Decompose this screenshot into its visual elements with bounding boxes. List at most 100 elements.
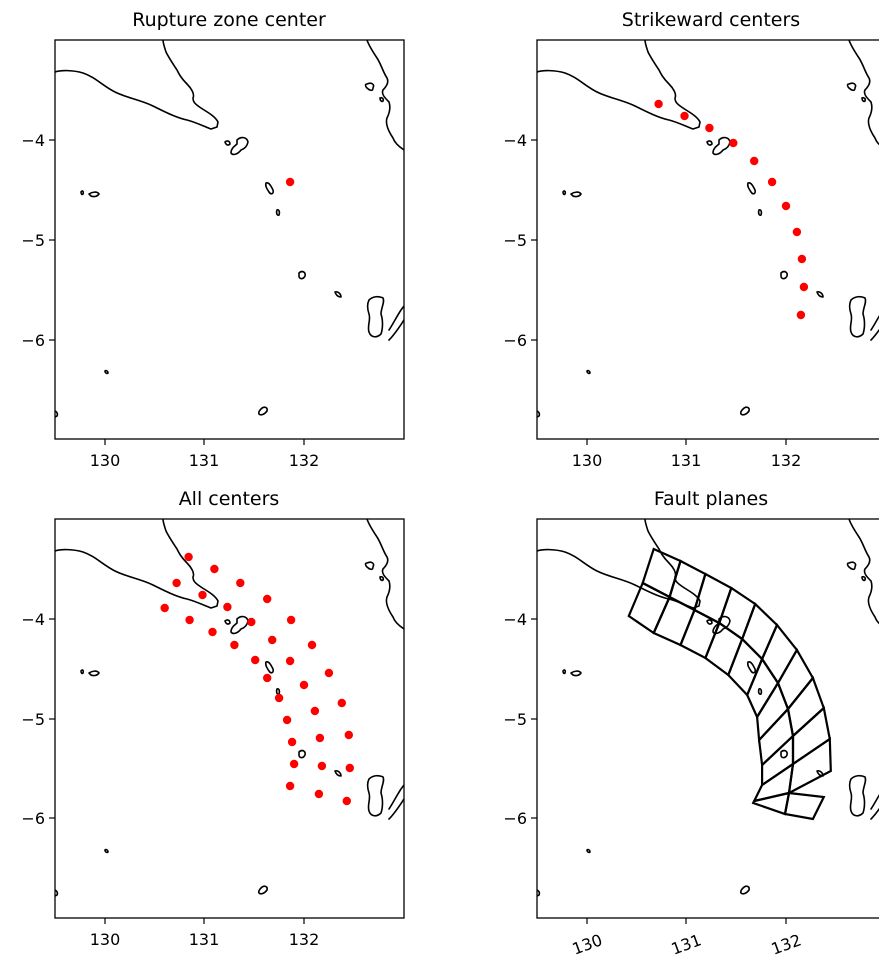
y-tick-label: −6	[21, 809, 45, 828]
x-tick-label: 131	[669, 930, 704, 958]
center-point	[315, 733, 325, 743]
center-point	[285, 177, 295, 187]
center-point	[310, 706, 320, 716]
map-frame	[536, 518, 879, 919]
center-point	[337, 698, 346, 708]
data-layer	[627, 547, 832, 821]
center-point	[263, 594, 272, 604]
x-tick-label: 132	[289, 930, 320, 949]
center-point	[230, 640, 239, 650]
x-tick-label: 131	[189, 930, 220, 949]
center-point	[792, 227, 802, 237]
center-point	[750, 156, 759, 166]
coastline-layer	[55, 40, 404, 418]
x-tick-label: 132	[771, 451, 802, 470]
fault-plane	[717, 586, 757, 641]
center-point	[342, 796, 351, 806]
center-point	[654, 99, 663, 109]
panel-all-centers: All centers 130 131 132 −4 −5 −6	[21, 488, 405, 949]
fault-plane	[760, 733, 795, 788]
center-point	[198, 590, 207, 600]
y-tick-label: −6	[503, 809, 527, 828]
panel-title: All centers	[179, 488, 280, 510]
center-point	[251, 655, 260, 665]
center-point	[680, 111, 689, 121]
fault-plane	[751, 791, 791, 816]
fault-plane	[727, 637, 764, 697]
center-point	[345, 763, 354, 773]
x-tick-label: 131	[189, 451, 220, 470]
center-point	[282, 715, 292, 725]
center-point	[781, 201, 791, 211]
y-tick-label: −4	[21, 610, 45, 629]
panel-fault-planes: Fault planes 130 131 132 −4 −5 −6	[503, 488, 879, 959]
map-frame	[54, 518, 405, 919]
fault-plane	[786, 675, 826, 739]
y-tick-label: −5	[503, 231, 527, 250]
center-point	[287, 737, 297, 747]
map-frame	[54, 39, 405, 440]
y-tick-label: −5	[21, 710, 45, 729]
center-point	[274, 693, 284, 703]
panel-strikeward-centers: Strikeward centers 130 131 132 −4 −5 −6	[503, 9, 879, 470]
panel-title: Rupture zone center	[132, 9, 326, 31]
center-point	[247, 617, 256, 627]
y-tick-label: −5	[503, 710, 527, 729]
panel-title: Fault planes	[654, 488, 768, 510]
fault-plane	[760, 622, 799, 686]
center-point	[705, 123, 714, 133]
y-tick-label: −6	[503, 331, 527, 350]
center-point	[317, 761, 327, 771]
axes-ticks: 130 131 132 −4 −5 −6	[21, 610, 319, 949]
fault-plane	[679, 608, 721, 660]
fault-plane	[627, 581, 672, 635]
map-frame	[536, 39, 879, 440]
center-point	[184, 552, 193, 562]
center-point	[160, 603, 169, 613]
data-layer	[654, 99, 809, 320]
center-point	[223, 602, 232, 612]
center-point	[285, 656, 295, 666]
fault-plane	[740, 602, 779, 661]
fault-plane	[787, 736, 832, 795]
center-point	[236, 578, 245, 588]
center-point	[344, 730, 353, 740]
center-point	[299, 680, 309, 690]
x-tick-label: 132	[769, 930, 804, 958]
panel-title: Strikeward centers	[622, 9, 800, 31]
center-point	[307, 640, 317, 650]
center-point	[729, 138, 738, 148]
center-point	[263, 673, 272, 683]
x-tick-label: 132	[289, 451, 320, 470]
fault-plane	[757, 706, 795, 768]
data-layer	[285, 177, 295, 187]
axes-ticks: 130 131 132 −4 −5 −6	[503, 610, 803, 959]
data-layer	[160, 552, 354, 806]
fault-plane	[791, 705, 832, 767]
center-point	[799, 282, 809, 292]
center-point	[797, 254, 807, 264]
panel-rupture-zone-center: Rupture zone center 130 131 132 −4 −5 −6	[21, 9, 405, 470]
center-point	[286, 615, 296, 625]
axes-ticks: 130 131 132 −4 −5 −6	[21, 131, 319, 470]
y-tick-label: −4	[503, 131, 527, 150]
center-point	[796, 310, 806, 320]
x-tick-label: 130	[570, 930, 605, 958]
axes-ticks: 130 131 132 −4 −5 −6	[503, 131, 801, 470]
center-point	[767, 177, 777, 187]
center-point	[314, 789, 324, 799]
fault-plane	[693, 572, 733, 625]
x-tick-label: 131	[671, 451, 702, 470]
center-point	[172, 578, 181, 588]
center-point	[289, 759, 299, 769]
y-tick-label: −4	[503, 610, 527, 629]
fault-plane	[783, 791, 826, 821]
center-point	[208, 627, 217, 637]
center-point	[285, 781, 295, 791]
y-tick-label: −4	[21, 131, 45, 150]
coastline-layer	[55, 519, 404, 897]
coastline-layer	[537, 40, 879, 418]
fault-plane	[704, 621, 744, 677]
x-tick-label: 130	[572, 451, 603, 470]
